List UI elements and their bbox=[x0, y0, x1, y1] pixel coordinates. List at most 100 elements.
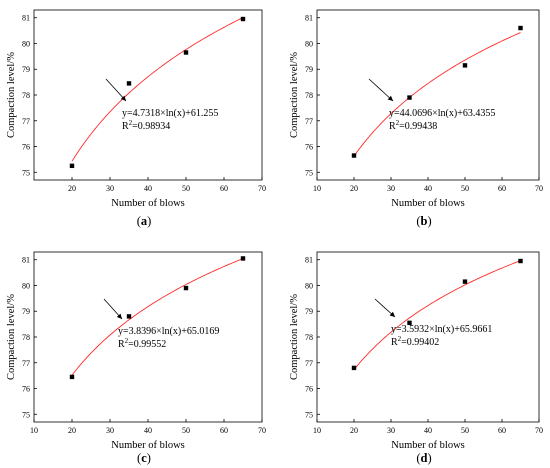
y-tick-label: 81 bbox=[305, 256, 313, 265]
x-tick-label: 60 bbox=[498, 184, 506, 193]
panel-label: (d) bbox=[416, 451, 431, 465]
data-point bbox=[126, 314, 132, 319]
x-tick-label: 50 bbox=[461, 426, 469, 435]
y-axis-title: Compaction level/% bbox=[6, 294, 17, 380]
y-tick-label: 78 bbox=[22, 333, 30, 342]
x-axis-title: Number of blows bbox=[391, 198, 465, 209]
chart-svg: 10 20 30 40 50 60 70 75 76 77 78 79 80 81 Number of bl… bbox=[6, 251, 266, 465]
x-tick-label: 20 bbox=[350, 426, 358, 435]
x-tick-label: 30 bbox=[387, 184, 395, 193]
fit-equation: y=4.7318×ln(x)+61.255 bbox=[122, 108, 218, 119]
annotation-arrow-head bbox=[116, 313, 122, 319]
fit-equation: y=3.5932×ln(x)+65.9661 bbox=[391, 324, 492, 335]
x-tick-label: 30 bbox=[387, 426, 395, 435]
y-tick-label: 80 bbox=[305, 281, 313, 290]
plot-frame bbox=[316, 9, 540, 181]
y-tick-label: 79 bbox=[305, 65, 313, 74]
fit-curve bbox=[353, 32, 521, 157]
data-point bbox=[351, 153, 357, 158]
y-tick-label: 80 bbox=[22, 281, 30, 290]
data-point bbox=[183, 50, 189, 55]
x-tick-label: 40 bbox=[424, 184, 432, 193]
data-point bbox=[183, 285, 189, 291]
panel-label: (c) bbox=[137, 451, 151, 465]
data-point bbox=[69, 163, 75, 169]
x-tick-label: 70 bbox=[258, 426, 266, 435]
data-point bbox=[351, 365, 357, 371]
data-point bbox=[69, 374, 75, 380]
fit-curve bbox=[353, 260, 521, 370]
x-tick-label: 20 bbox=[350, 184, 358, 193]
y-tick-label: 77 bbox=[305, 359, 313, 368]
plot-frame bbox=[33, 9, 263, 181]
y-tick-label: 77 bbox=[305, 117, 313, 126]
y-tick-label: 79 bbox=[22, 65, 30, 74]
y-tick-label: 79 bbox=[22, 307, 30, 316]
x-tick-label: 70 bbox=[535, 426, 543, 435]
data-point bbox=[240, 16, 246, 22]
x-axis-title: Number of blows bbox=[111, 440, 185, 451]
x-tick-label: 60 bbox=[220, 184, 228, 193]
panel-label: (b) bbox=[416, 214, 431, 228]
data-point bbox=[462, 63, 468, 68]
x-tick-label: 40 bbox=[144, 184, 152, 193]
fit-curve bbox=[71, 258, 244, 376]
x-axis-title: Number of blows bbox=[111, 198, 185, 209]
data-point bbox=[126, 81, 132, 86]
x-tick-label: 50 bbox=[182, 426, 190, 435]
x-tick-label: 70 bbox=[258, 184, 266, 193]
plot-frame bbox=[33, 251, 263, 423]
x-tick-label: 40 bbox=[144, 426, 152, 435]
fit-equation: y=3.8396×ln(x)+65.0169 bbox=[118, 326, 219, 337]
annotation-arrow-head bbox=[387, 95, 393, 101]
y-tick-label: 77 bbox=[22, 117, 30, 126]
y-tick-label: 79 bbox=[305, 307, 313, 316]
y-tick-label: 78 bbox=[305, 91, 313, 100]
chart-panel-a: 20 30 40 50 60 70 75 76 77 78 79 80 81 Number of blow… bbox=[0, 0, 275, 234]
x-tick-label: 10 bbox=[30, 426, 38, 435]
y-tick-label: 76 bbox=[305, 143, 313, 152]
r-squared: R2=0.99438 bbox=[389, 119, 437, 132]
r-squared: R2=0.99552 bbox=[118, 337, 166, 350]
y-tick-label: 76 bbox=[22, 143, 30, 152]
x-tick-label: 10 bbox=[313, 426, 321, 435]
x-tick-label: 30 bbox=[106, 426, 114, 435]
panel-label: (a) bbox=[137, 214, 152, 228]
x-tick-label: 60 bbox=[220, 426, 228, 435]
x-tick-label: 30 bbox=[106, 184, 114, 193]
annotation-arrow-head bbox=[389, 311, 395, 317]
y-tick-label: 81 bbox=[305, 14, 313, 23]
y-tick-label: 78 bbox=[22, 91, 30, 100]
x-tick-label: 10 bbox=[313, 184, 321, 193]
annotation-arrow bbox=[368, 78, 394, 102]
data-point bbox=[240, 256, 246, 261]
chart-panel-b: 10 20 30 40 50 60 70 75 76 77 78 79 80 81 Number of bl… bbox=[275, 0, 550, 234]
fit-equation: y=44.0696×ln(x)+63.4355 bbox=[389, 108, 495, 119]
r-squared: R2=0.99402 bbox=[391, 335, 439, 348]
y-tick-label: 75 bbox=[22, 168, 30, 177]
chart-panel-d: 10 20 30 40 50 60 70 75 76 77 78 79 80 81 Number of bl… bbox=[275, 234, 550, 468]
y-axis-title: Compaction level/% bbox=[289, 294, 300, 380]
y-tick-label: 75 bbox=[22, 410, 30, 419]
y-axis-title: Compaction level/% bbox=[6, 52, 17, 138]
y-tick-label: 80 bbox=[22, 39, 30, 48]
x-tick-label: 70 bbox=[535, 184, 543, 193]
x-tick-label: 50 bbox=[461, 184, 469, 193]
y-tick-label: 77 bbox=[22, 359, 30, 368]
y-tick-label: 76 bbox=[22, 385, 30, 394]
y-axis-title: Compaction level/% bbox=[289, 52, 300, 138]
data-point bbox=[462, 279, 468, 284]
chart-panel-c: 10 20 30 40 50 60 70 75 76 77 78 79 80 81 Number of bl… bbox=[0, 234, 275, 468]
y-tick-label: 80 bbox=[305, 39, 313, 48]
fit-curve bbox=[71, 17, 244, 162]
data-point bbox=[407, 95, 412, 100]
y-tick-label: 81 bbox=[22, 14, 30, 23]
x-axis-title: Number of blows bbox=[391, 440, 465, 451]
y-tick-label: 75 bbox=[305, 168, 313, 177]
x-tick-label: 50 bbox=[182, 184, 190, 193]
x-tick-label: 60 bbox=[498, 426, 506, 435]
chart-svg: 10 20 30 40 50 60 70 75 76 77 78 79 80 81 Number of bl… bbox=[289, 251, 543, 465]
annotation-arrow-head bbox=[120, 95, 126, 101]
y-tick-label: 78 bbox=[305, 333, 313, 342]
x-tick-label: 20 bbox=[68, 184, 76, 193]
